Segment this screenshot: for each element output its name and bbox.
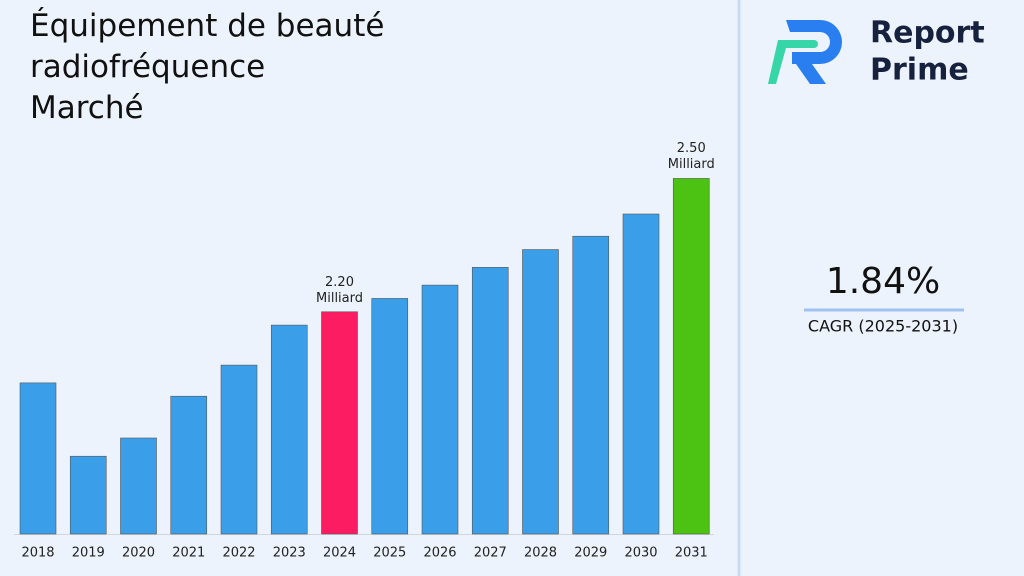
x-tick-label: 2022 <box>222 546 255 561</box>
value-label: 2.50 Milliard <box>667 141 715 173</box>
title-line: Équipement de beauté <box>30 8 385 44</box>
bar <box>471 267 509 535</box>
x-tick-label: 2018 <box>21 546 54 561</box>
cagr-label: CAGR (2025-2031) <box>808 317 958 336</box>
bar <box>170 395 208 535</box>
bar <box>371 298 409 535</box>
x-tick-label: 2021 <box>172 546 205 561</box>
chart-title: Équipement de beauté radiofréquence Marc… <box>30 6 384 129</box>
bar <box>672 178 710 535</box>
bar <box>522 249 559 535</box>
x-tick-label: 2026 <box>423 546 456 561</box>
value-label: 2.20 Milliard <box>316 274 363 306</box>
bar <box>120 437 157 535</box>
bar <box>69 455 107 535</box>
bar <box>220 364 258 535</box>
x-tick-label: 2029 <box>574 546 607 561</box>
x-tick-label: 2031 <box>675 546 708 561</box>
x-tick-label: 2020 <box>122 546 155 561</box>
bar <box>572 235 610 535</box>
title-line: radiofréquence <box>30 49 266 85</box>
brand-line: Prime <box>870 53 969 88</box>
bar <box>321 311 358 535</box>
title-line: Marché <box>30 90 144 126</box>
x-tick-label: 2027 <box>474 546 507 561</box>
bar <box>622 213 660 535</box>
x-tick-label: 2028 <box>524 546 557 561</box>
x-tick-label: 2019 <box>72 546 105 561</box>
brand-line: Report <box>870 16 985 51</box>
cagr-value: 1.84% <box>826 261 940 302</box>
bar <box>19 382 57 535</box>
x-tick-label: 2030 <box>624 546 657 561</box>
bar <box>270 324 308 535</box>
logo-icon <box>768 20 842 84</box>
bar <box>421 284 459 535</box>
x-tick-label: 2025 <box>373 546 406 561</box>
x-tick-label: 2023 <box>273 546 306 561</box>
x-tick-label: 2024 <box>323 546 356 561</box>
